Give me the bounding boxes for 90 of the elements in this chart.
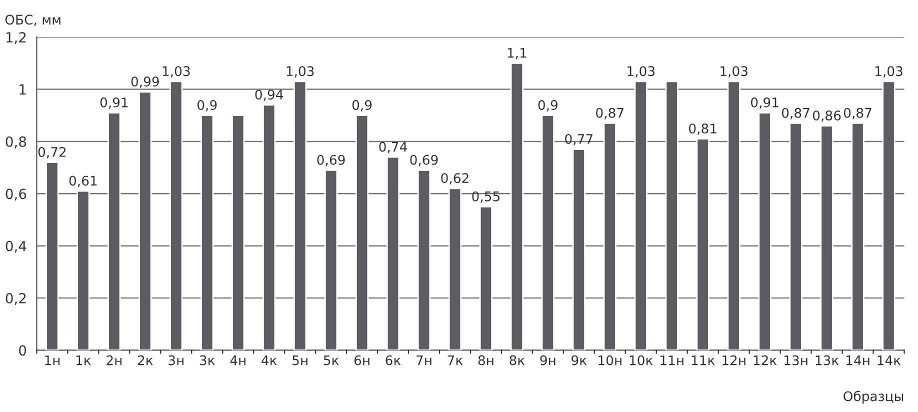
bar xyxy=(108,112,121,350)
x-tick-label: 8к xyxy=(510,355,525,366)
x-tick-label: 2к xyxy=(138,355,153,366)
bar xyxy=(293,80,307,350)
bar xyxy=(727,80,740,350)
x-tick-label: 7н xyxy=(416,355,432,366)
data-label: 0,69 xyxy=(410,154,438,166)
data-label: 0,86 xyxy=(812,110,841,122)
x-axis-title: Образцы xyxy=(844,390,904,404)
bar xyxy=(572,148,586,350)
bar xyxy=(882,80,896,350)
bar xyxy=(355,114,369,350)
bar xyxy=(541,114,555,350)
x-tick-label: 1н xyxy=(45,355,60,366)
data-label: 0,72 xyxy=(38,147,66,158)
x-tick-label: 3к xyxy=(200,355,215,366)
data-label: 1,03 xyxy=(720,66,748,78)
data-label: 1,03 xyxy=(628,66,655,78)
bar xyxy=(46,162,59,350)
x-tick-label: 5н xyxy=(292,355,308,366)
x-tick-label: 11н xyxy=(660,355,684,366)
y-tick-label: 0,6 xyxy=(6,188,26,201)
x-tick-label: 4к xyxy=(262,355,277,366)
bar xyxy=(696,138,710,350)
data-label: 0,74 xyxy=(379,142,407,154)
bar xyxy=(448,188,462,350)
y-axis-title: ОБС, мм xyxy=(5,14,60,26)
bar xyxy=(262,104,276,350)
data-label: 0,91 xyxy=(100,97,128,109)
bar xyxy=(665,80,678,350)
bar xyxy=(510,62,524,350)
bar xyxy=(232,114,245,350)
data-label: 0,81 xyxy=(689,124,716,135)
data-label: 0,9 xyxy=(352,100,372,112)
x-tick-label: 4н xyxy=(230,355,246,366)
x-tick-label: 13н xyxy=(784,355,808,366)
y-tick-label: 0,2 xyxy=(6,292,26,305)
bar xyxy=(851,122,864,350)
data-label: 1,03 xyxy=(162,66,190,78)
bar xyxy=(138,91,152,350)
data-label: 1,03 xyxy=(286,66,314,78)
bar xyxy=(603,122,616,350)
x-tick-label: 14к xyxy=(878,355,901,366)
bar xyxy=(789,122,802,350)
x-tick-label: 9н xyxy=(540,355,556,366)
data-label: 0,9 xyxy=(198,100,217,112)
x-tick-label: 8н xyxy=(478,355,494,366)
data-label: 0,9 xyxy=(538,100,558,112)
x-tick-label: 6к xyxy=(386,355,401,366)
data-label: 0,69 xyxy=(317,154,345,166)
x-tick-label: 5к xyxy=(324,355,339,366)
data-label: 0,55 xyxy=(472,191,500,203)
data-label: 1,03 xyxy=(876,66,902,78)
bar xyxy=(386,156,400,350)
data-label: 0,61 xyxy=(69,176,97,188)
data-label: 0,94 xyxy=(255,90,284,101)
x-tick-label: 14н xyxy=(846,355,870,366)
data-label: 0,91 xyxy=(750,97,778,109)
y-tick-label: 0,8 xyxy=(6,136,26,148)
y-tick-label: 1 xyxy=(20,84,26,95)
x-tick-label: 12н xyxy=(722,355,746,366)
data-label: 0,62 xyxy=(441,173,468,184)
x-tick-label: 1к xyxy=(76,355,91,366)
x-tick-label: 9к xyxy=(572,355,587,366)
x-tick-label: 3н xyxy=(168,355,184,366)
x-tick-label: 2н xyxy=(106,355,122,366)
x-tick-label: 11к xyxy=(692,355,715,366)
x-tick-label: 10к xyxy=(630,355,653,366)
data-label: 0,87 xyxy=(844,108,872,120)
bar xyxy=(200,114,214,350)
bar xyxy=(820,125,834,350)
y-tick-label: 1,2 xyxy=(6,32,26,44)
data-label: 0,87 xyxy=(782,108,810,120)
y-tick-label: 0 xyxy=(19,345,26,356)
x-tick-label: 7к xyxy=(448,355,463,366)
y-tick-label: 0,4 xyxy=(6,240,26,253)
bar xyxy=(76,190,90,350)
x-tick-label: 6н xyxy=(354,355,370,366)
x-tick-label: 10н xyxy=(598,355,622,366)
bar xyxy=(479,206,493,350)
bar xyxy=(170,80,183,350)
x-tick-label: 12к xyxy=(754,355,777,366)
data-label: 0,99 xyxy=(131,76,159,88)
bar xyxy=(417,169,431,350)
bar xyxy=(324,169,338,350)
data-label: 0,87 xyxy=(596,108,624,120)
data-label: 1,1 xyxy=(508,48,526,60)
bar xyxy=(634,80,648,350)
x-tick-label: 13к xyxy=(816,355,839,366)
bar xyxy=(758,112,772,350)
